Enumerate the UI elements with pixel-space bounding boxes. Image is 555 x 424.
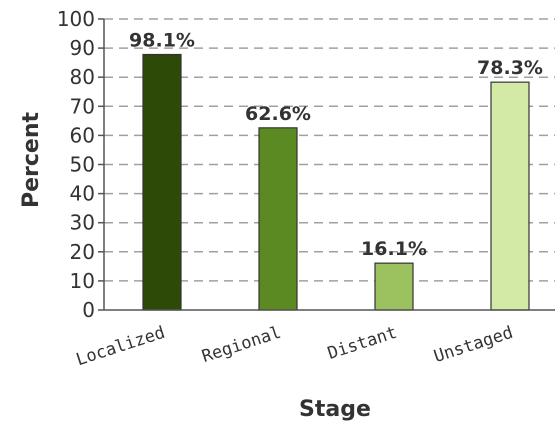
y-tick-labels: 0 10 20 30 40 50 60 70 80 90 100 bbox=[57, 7, 95, 322]
x-tick-label: Regional bbox=[199, 323, 283, 367]
data-label: 62.6% bbox=[245, 103, 311, 125]
bar-unstaged bbox=[490, 81, 530, 311]
bar-distant bbox=[374, 262, 414, 311]
data-label: 78.3% bbox=[477, 57, 543, 79]
data-label: 16.1% bbox=[361, 238, 427, 260]
x-tick-labels: Localized Regional Distant Unstaged bbox=[74, 323, 516, 370]
y-tick-label: 40 bbox=[70, 182, 95, 206]
y-tick-label: 0 bbox=[82, 298, 95, 322]
bar-localized bbox=[142, 53, 182, 311]
x-tick-label: Unstaged bbox=[431, 323, 515, 367]
x-axis-title: Stage bbox=[299, 397, 371, 422]
y-tick-label: 60 bbox=[70, 123, 95, 147]
data-labels: 98.1% 62.6% 16.1% 78.3% bbox=[129, 30, 543, 261]
y-tick-label: 30 bbox=[70, 211, 95, 235]
x-tick-label: Distant bbox=[325, 323, 399, 364]
y-tick-label: 80 bbox=[70, 65, 95, 89]
bar-regional bbox=[258, 127, 298, 311]
y-tick-label: 70 bbox=[70, 94, 95, 118]
x-tick-label: Localized bbox=[74, 323, 168, 370]
y-tick-label: 100 bbox=[57, 7, 95, 31]
y-tick-label: 10 bbox=[70, 269, 95, 293]
y-tick-label: 20 bbox=[70, 240, 95, 264]
bars bbox=[142, 53, 530, 311]
y-tick-label: 90 bbox=[70, 36, 95, 60]
data-label: 98.1% bbox=[129, 30, 195, 52]
y-tick-label: 50 bbox=[70, 153, 95, 177]
y-axis-title: Percent bbox=[19, 112, 44, 209]
